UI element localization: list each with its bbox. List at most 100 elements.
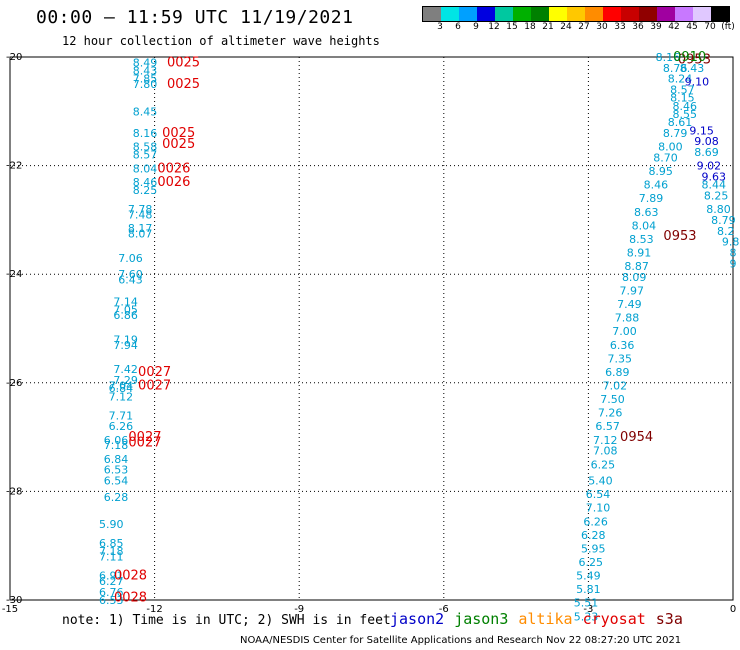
wave-height-label: 8.53 — [629, 233, 654, 246]
wave-height-label: 8.70 — [653, 151, 678, 164]
wave-height-label: 7.02 — [603, 380, 628, 393]
x-tick-label: 0 — [730, 604, 736, 615]
wave-height-label: 8.46 — [133, 176, 158, 189]
wave-height-label: 7.88 — [615, 312, 640, 325]
wave-height-label: 8.17 — [128, 222, 153, 235]
x-tick-label: -9 — [294, 604, 304, 615]
wave-height-label: 7.11 — [99, 551, 124, 564]
wave-height-label: 7.26 — [598, 407, 623, 420]
wave-height-label: 5.95 — [581, 542, 606, 555]
color-swatch — [477, 7, 495, 21]
wave-height-label: 8.24 — [668, 73, 693, 86]
pass-time-label: 0025 — [162, 137, 195, 152]
pass-time-label: 0026 — [157, 161, 190, 176]
wave-height-label: 7.50 — [600, 393, 625, 406]
wave-height-label: 8.25 — [133, 184, 158, 197]
color-scale-label: 39 — [650, 22, 662, 32]
pass-time-label: 0027 — [138, 379, 171, 394]
wave-height-label: 6.28 — [581, 529, 606, 542]
color-scale-label: (ft) — [721, 22, 735, 32]
pass-time-label: 0025 — [167, 77, 200, 92]
wave-height-label: 7.10 — [586, 502, 611, 515]
wave-height-label: 8.04 — [133, 162, 158, 175]
wave-height-label: 8.15 — [670, 92, 695, 105]
color-scale-label: 18 — [524, 22, 536, 32]
wave-height-label: 8.61 — [668, 116, 693, 129]
wave-height-label: 5.40 — [588, 475, 613, 488]
color-scale-label: 33 — [614, 22, 626, 32]
wave-height-label: 8.43 — [133, 65, 158, 78]
color-swatch — [441, 7, 459, 21]
wave-height-label: 7.42 — [113, 363, 138, 376]
wave-height-label: 8.79 — [663, 127, 688, 140]
x-tick-label: -3 — [583, 604, 593, 615]
wave-height-label: 8.80 — [706, 203, 731, 216]
wave-height-label: 8.55 — [673, 108, 698, 121]
wave-height-label: 7.14 — [113, 295, 138, 308]
color-swatch — [567, 7, 585, 21]
pass-time-label: 0027 — [128, 436, 161, 451]
y-tick-label: -26 — [6, 378, 22, 389]
wave-height-label: 7.18 — [99, 545, 124, 558]
pass-time-label: 0025 — [162, 126, 195, 141]
color-swatch — [621, 7, 639, 21]
wave-height-label: 7.12 — [593, 434, 618, 447]
color-scale-label: 12 — [488, 22, 500, 32]
wave-height-label: 9.63 — [701, 170, 726, 183]
wave-height-label: 8.16 — [133, 127, 158, 140]
wave-height-label: 8.87 — [624, 260, 649, 273]
wave-height-label: 6.36 — [610, 339, 635, 352]
wave-height-label: 5.51 — [574, 597, 599, 610]
pass-time-label: 0027 — [128, 430, 161, 445]
color-swatch — [495, 7, 513, 21]
pass-time-label: 0027 — [138, 365, 171, 380]
wave-height-label: 5.81 — [576, 583, 601, 596]
wave-height-label: 7.94 — [113, 339, 138, 352]
color-scale-label: 24 — [560, 22, 572, 32]
y-tick-label: -24 — [6, 269, 22, 280]
wave-height-label: 6.26 — [109, 420, 134, 433]
wave-height-label: 7.12 — [109, 390, 134, 403]
wave-height-label: 8.46 — [673, 100, 698, 113]
wave-height-label: 6.25 — [579, 556, 604, 569]
wave-height-label: 6.25 — [591, 458, 616, 471]
legend-item-s3a: s3a — [655, 610, 683, 628]
y-tick-label: -20 — [6, 52, 22, 63]
wave-height-label: 7.04 — [109, 380, 134, 393]
satellite-legend: jason2 jason3 altika cryosat s3a — [390, 610, 693, 628]
wave-height-label: 8.04 — [632, 219, 657, 232]
color-scale-label: 30 — [596, 22, 608, 32]
wave-height-label: 7.35 — [607, 352, 632, 365]
wave-height-label: 8.95 — [648, 165, 673, 178]
wave-height-label: 7.89 — [639, 192, 664, 205]
chart-title: 00:00 – 11:59 UTC 11/19/2021 — [36, 7, 354, 28]
pass-time-label: 0953 — [678, 53, 711, 68]
x-tick-label: -6 — [439, 604, 449, 615]
color-scale-label: 45 — [686, 22, 698, 32]
wave-height-label: 6.76 — [99, 586, 124, 599]
wave-height-label: 8.79 — [711, 214, 736, 227]
color-swatch — [513, 7, 531, 21]
color-scale-label: 42 — [668, 22, 680, 32]
wave-height-label: 9.8 — [722, 236, 740, 249]
wave-height-label: 9.15 — [689, 124, 714, 137]
color-swatch — [675, 7, 693, 21]
wave-height-label: 7.80 — [133, 78, 158, 91]
wave-height-label: 5.49 — [576, 570, 601, 583]
wave-height-label: 7.00 — [612, 325, 637, 338]
wave-height-label: 8.45 — [133, 105, 158, 118]
wave-height-label: 8.16 — [656, 51, 681, 64]
wave-height-label: 8.09 — [622, 271, 647, 284]
wave-height-label: 6.43 — [118, 274, 143, 287]
wave-height-label: 6.91 — [99, 570, 124, 583]
color-swatch — [459, 7, 477, 21]
wave-height-label: 7.85 — [133, 73, 158, 86]
y-tick-label: -28 — [6, 486, 22, 497]
y-tick-label: -30 — [6, 595, 22, 606]
legend-item-altika: altika — [518, 610, 573, 628]
wave-height-label: 8.2 — [717, 225, 735, 238]
wave-height-label: 9.02 — [697, 160, 722, 173]
pass-time-label: 0025 — [167, 55, 200, 70]
wave-height-label: 8 — [730, 246, 737, 259]
